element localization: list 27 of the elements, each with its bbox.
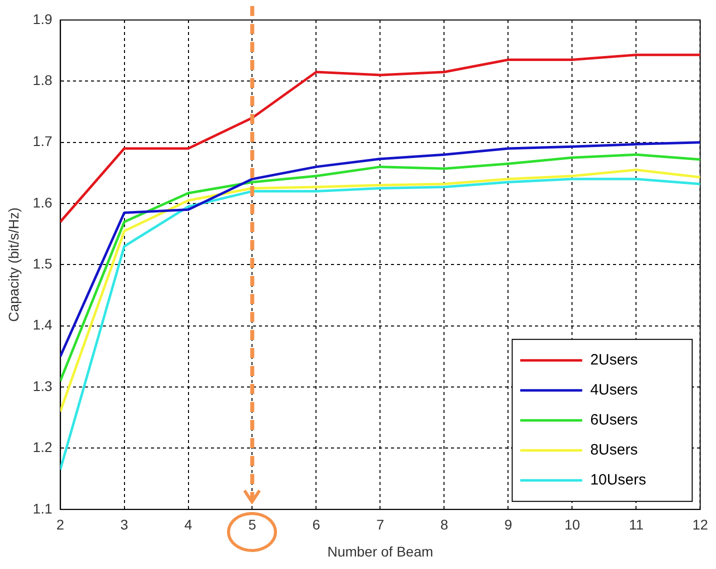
x-tick-label: 3 bbox=[120, 516, 128, 533]
y-tick-label: 1.5 bbox=[32, 256, 52, 272]
x-axis-title: Number of Beam bbox=[327, 543, 434, 560]
x-tick-label: 7 bbox=[376, 516, 384, 533]
x-tick-label: 5 bbox=[248, 516, 256, 533]
y-tick-label: 1.4 bbox=[32, 316, 52, 333]
y-axis-title: Capacity (bit/s/Hz) bbox=[5, 208, 22, 322]
y-tick-label: 1.3 bbox=[32, 378, 52, 394]
legend-label: 6Users bbox=[590, 412, 638, 429]
y-tick-label: 1.6 bbox=[32, 194, 52, 210]
y-tick-label: 1.1 bbox=[32, 500, 52, 516]
legend-label: 2Users bbox=[590, 352, 638, 369]
x-tick-label: 11 bbox=[628, 516, 644, 533]
legend-label: 4Users bbox=[590, 382, 638, 399]
x-tick-label: 6 bbox=[312, 516, 320, 533]
y-tick-label: 1.8 bbox=[32, 72, 52, 88]
x-tick-label: 10 bbox=[564, 516, 580, 533]
x-tick-label: 9 bbox=[504, 516, 512, 533]
x-tick-label: 4 bbox=[184, 516, 192, 533]
x-tick-label: 12 bbox=[692, 516, 708, 533]
y-tick-label: 1.7 bbox=[32, 133, 52, 150]
legend-label: 8Users bbox=[590, 442, 638, 459]
x-tick-label: 8 bbox=[440, 516, 448, 533]
y-tick-label: 1.2 bbox=[32, 439, 52, 456]
legend-label: 10Users bbox=[590, 472, 646, 489]
x-tick-label: 2 bbox=[56, 516, 64, 533]
y-tick-label: 1.9 bbox=[32, 10, 52, 27]
